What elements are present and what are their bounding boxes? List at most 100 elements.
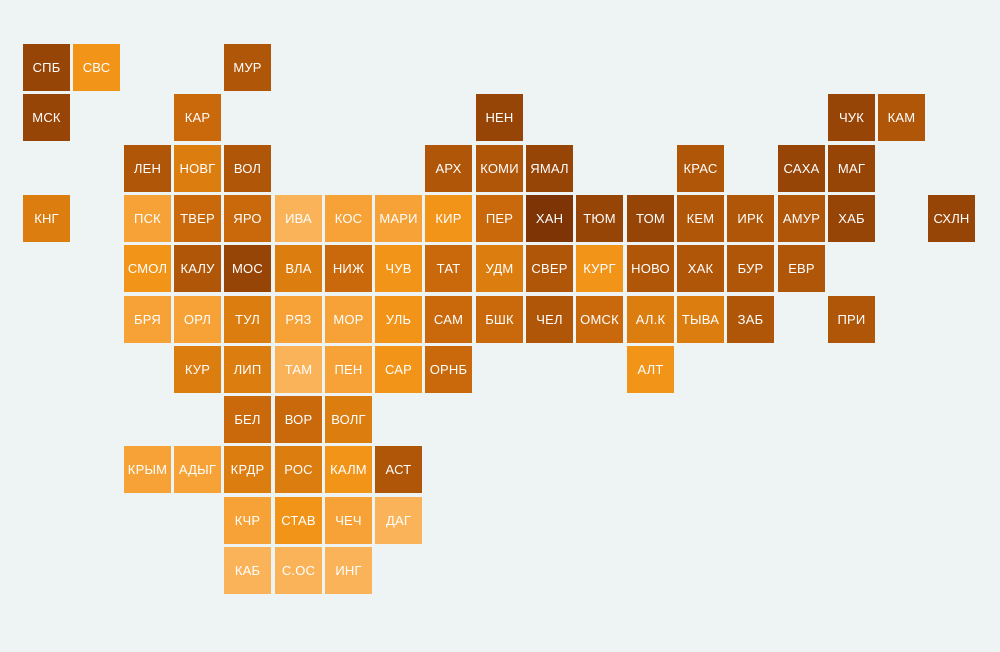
region-tile[interactable]: КРЫМ [124, 446, 171, 493]
region-tile[interactable]: ЧУК [828, 94, 875, 141]
region-tile[interactable]: КАМ [878, 94, 925, 141]
region-tile[interactable]: КОМИ [476, 145, 523, 192]
region-tile[interactable]: СВС [73, 44, 120, 91]
region-tile[interactable]: ПЕР [476, 195, 523, 242]
region-tile-label: ВОЛ [233, 161, 262, 176]
region-tile[interactable]: КИР [425, 195, 472, 242]
region-tile[interactable]: СВЕР [526, 245, 573, 292]
region-tile[interactable]: ЯРО [224, 195, 271, 242]
region-tile[interactable]: ХАН [526, 195, 573, 242]
region-tile[interactable]: МОР [325, 296, 372, 343]
region-tile[interactable]: СТАВ [275, 497, 322, 544]
region-tile[interactable]: КАБ [224, 547, 271, 594]
region-tile[interactable]: НОВГ [174, 145, 221, 192]
region-tile[interactable]: АЛТ [627, 346, 674, 393]
region-tile[interactable]: ЧЕЛ [526, 296, 573, 343]
region-tile[interactable]: ХАК [677, 245, 724, 292]
region-tile[interactable]: ТЮМ [576, 195, 623, 242]
region-tile[interactable]: УЛЬ [375, 296, 422, 343]
region-tile[interactable]: САХА [778, 145, 825, 192]
region-tile[interactable]: КУР [174, 346, 221, 393]
region-tile[interactable]: ЧЕЧ [325, 497, 372, 544]
region-tile[interactable]: ОРНБ [425, 346, 472, 393]
region-tile[interactable]: ПРИ [828, 296, 875, 343]
region-tile[interactable]: ЛЕН [124, 145, 171, 192]
region-tile[interactable]: ЯМАЛ [526, 145, 573, 192]
region-tile[interactable]: БУР [727, 245, 774, 292]
region-tile[interactable]: БШК [476, 296, 523, 343]
region-tile[interactable]: ОРЛ [174, 296, 221, 343]
region-tile[interactable]: МУР [224, 44, 271, 91]
region-tile-label: ВОЛГ [331, 412, 366, 427]
region-tile-label: КОС [334, 211, 363, 226]
region-tile[interactable]: СМОЛ [124, 245, 171, 292]
region-tile[interactable]: БЕЛ [224, 396, 271, 443]
region-tile-label: САХА [783, 161, 820, 176]
region-tile[interactable]: РЯЗ [275, 296, 322, 343]
region-tile[interactable]: КАР [174, 94, 221, 141]
region-tile[interactable]: САР [375, 346, 422, 393]
region-tile[interactable]: ЕВР [778, 245, 825, 292]
region-tile[interactable]: САМ [425, 296, 472, 343]
region-tile[interactable]: ИРК [727, 195, 774, 242]
region-tile[interactable]: АСТ [375, 446, 422, 493]
region-tile[interactable]: АДЫГ [174, 446, 221, 493]
region-tile[interactable]: ИНГ [325, 547, 372, 594]
region-tile-label: ХАК [687, 261, 714, 276]
region-tile[interactable]: АЛ.К [627, 296, 674, 343]
region-tile[interactable]: КАЛМ [325, 446, 372, 493]
region-tile[interactable]: С.ОС [275, 547, 322, 594]
region-tile[interactable]: КРАС [677, 145, 724, 192]
region-tile[interactable]: НОВО [627, 245, 674, 292]
region-tile[interactable]: ТУЛ [224, 296, 271, 343]
region-tile[interactable]: АМУР [778, 195, 825, 242]
region-tile[interactable]: НИЖ [325, 245, 372, 292]
region-tile-label: КНГ [34, 211, 59, 226]
region-tile-label: ЗАБ [737, 312, 764, 327]
region-tile[interactable]: ПСК [124, 195, 171, 242]
region-tile[interactable]: МОС [224, 245, 271, 292]
region-tile[interactable]: ТВЕР [174, 195, 221, 242]
region-tile-label: ПЕР [485, 211, 514, 226]
region-tile[interactable]: КЧР [224, 497, 271, 544]
region-tile[interactable]: МСК [23, 94, 70, 141]
region-tile[interactable]: ДАГ [375, 497, 422, 544]
region-tile-label: ИНГ [335, 563, 362, 578]
region-tile[interactable]: БРЯ [124, 296, 171, 343]
region-tile[interactable]: КРДР [224, 446, 271, 493]
region-tile[interactable]: РОС [275, 446, 322, 493]
region-tile-label: САМ [433, 312, 464, 327]
region-tile[interactable]: СПБ [23, 44, 70, 91]
region-tile[interactable]: НЕН [476, 94, 523, 141]
region-tile[interactable]: КУРГ [576, 245, 623, 292]
region-tile[interactable]: КЕМ [677, 195, 724, 242]
region-tile[interactable]: КНГ [23, 195, 70, 242]
region-tile[interactable]: ЗАБ [727, 296, 774, 343]
region-tile[interactable]: ТОМ [627, 195, 674, 242]
region-tile[interactable]: ХАБ [828, 195, 875, 242]
region-tile[interactable]: ИВА [275, 195, 322, 242]
region-tile-label: СПБ [32, 60, 61, 75]
region-tile[interactable]: УДМ [476, 245, 523, 292]
region-tile[interactable]: ЛИП [224, 346, 271, 393]
region-tile-label: МАГ [837, 161, 866, 176]
region-tile[interactable]: ПЕН [325, 346, 372, 393]
region-tile-label: ПРИ [837, 312, 866, 327]
region-tile[interactable]: ВОР [275, 396, 322, 443]
region-tile[interactable]: ВЛА [275, 245, 322, 292]
region-tile[interactable]: КАЛУ [174, 245, 221, 292]
region-tile[interactable]: МАРИ [375, 195, 422, 242]
region-tile[interactable]: КОС [325, 195, 372, 242]
region-tile-label: БРЯ [134, 312, 161, 327]
region-tile[interactable]: СХЛН [928, 195, 975, 242]
region-tile[interactable]: ТЫВА [677, 296, 724, 343]
region-tile[interactable]: ОМСК [576, 296, 623, 343]
region-tile[interactable]: МАГ [828, 145, 875, 192]
region-tile[interactable]: ВОЛ [224, 145, 271, 192]
region-tile[interactable]: ТАТ [425, 245, 472, 292]
region-tile[interactable]: АРХ [425, 145, 472, 192]
region-tile-label: СВС [82, 60, 111, 75]
region-tile[interactable]: ВОЛГ [325, 396, 372, 443]
region-tile[interactable]: ТАМ [275, 346, 322, 393]
region-tile[interactable]: ЧУВ [375, 245, 422, 292]
